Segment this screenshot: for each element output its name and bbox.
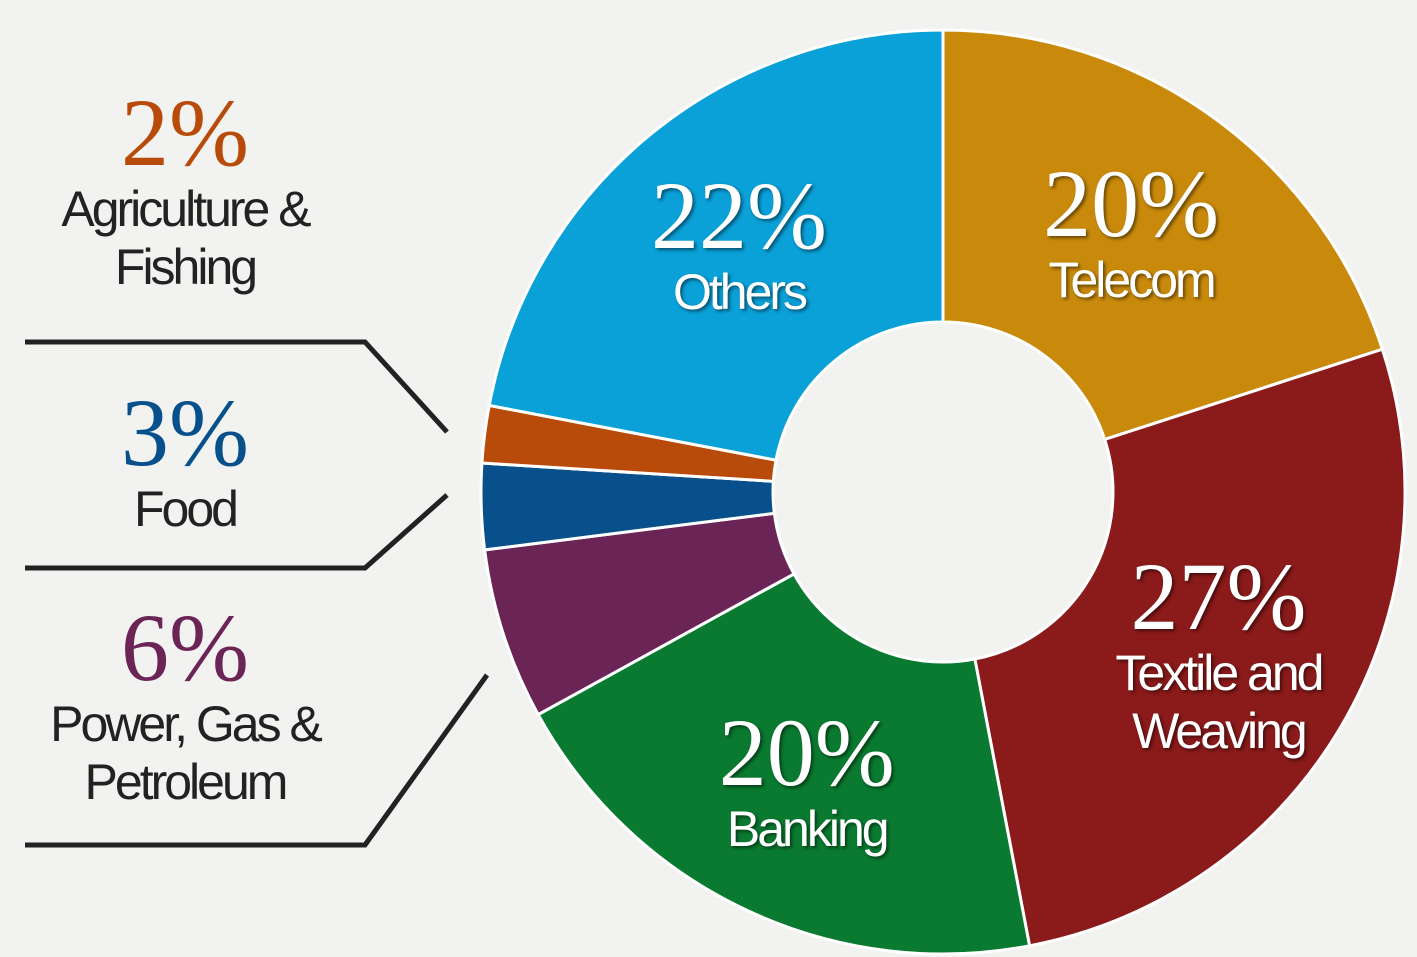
slice-label: 27% Textile and Weaving [1078, 549, 1358, 760]
donut-slice [941, 28, 1385, 442]
percent-label: 2% [121, 79, 249, 186]
percent-label: 20% [1043, 150, 1220, 258]
leader-lines [25, 339, 490, 848]
category-label: Textile and Weaving [1115, 645, 1324, 759]
donut-slice [536, 571, 1032, 956]
donut-slice [973, 347, 1407, 948]
slice-label: 6% Power, Gas & Petroleum [15, 600, 355, 811]
leader-line [25, 339, 449, 434]
category-label: Agriculture & Fishing [61, 181, 311, 295]
category-label: Banking [726, 800, 890, 857]
leader-line [25, 673, 490, 848]
leader-line [25, 493, 449, 571]
percent-label: 3% [121, 379, 249, 486]
category-label: Others [672, 264, 808, 321]
percent-label: 6% [121, 594, 249, 701]
slice-label: 20% Telecom [991, 156, 1271, 310]
category-label: Food [134, 481, 239, 537]
category-label: Telecom [1048, 252, 1216, 309]
slice-label: 22% Others [599, 168, 879, 322]
slice-label: 20% Banking [667, 698, 947, 859]
slice-label: 3% Food [15, 385, 355, 539]
donut-slice [487, 28, 945, 462]
category-label: Power, Gas & Petroleum [50, 696, 323, 810]
slice-label: 2% Agriculture & Fishing [15, 85, 355, 296]
percent-label: 20% [718, 698, 895, 806]
percent-label: 22% [651, 162, 827, 270]
percent-label: 27% [1130, 543, 1307, 651]
